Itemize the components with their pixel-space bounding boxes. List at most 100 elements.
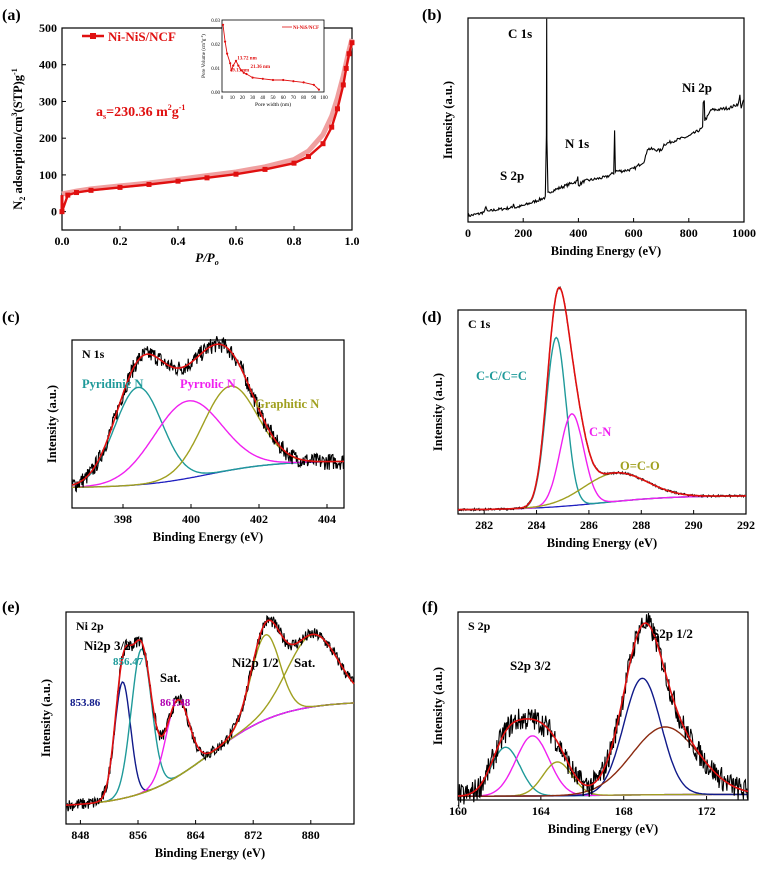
y-label-sub: 2 — [18, 197, 27, 201]
x-tick-label: 160 — [449, 804, 467, 818]
peak-label: 856.47 — [113, 656, 144, 668]
inset-point — [221, 23, 225, 26]
x-tick-label: 290 — [685, 518, 703, 532]
x-label-sub: o — [215, 258, 219, 267]
x-tick-label: 284 — [528, 518, 546, 532]
peak-label: Sat. — [160, 671, 181, 685]
x-tick-label: 288 — [632, 518, 650, 532]
inset-x-tick-label: 80 — [301, 96, 307, 101]
x-tick-label: 880 — [302, 828, 320, 842]
data-point — [335, 106, 340, 112]
component-peak — [72, 400, 345, 488]
inset-point — [251, 76, 254, 79]
peak-label: S 2p — [500, 168, 524, 183]
inset-x-tick-label: 40 — [260, 96, 266, 101]
panel-label: (b) — [422, 7, 442, 24]
inset-pore-label: 21.36 nm — [251, 65, 271, 70]
inset-x-tick-label: 0 — [221, 96, 224, 101]
peak-label: C 1s — [508, 26, 532, 41]
inset-x-tick-label: 60 — [281, 96, 287, 101]
fitted-envelope — [457, 622, 749, 797]
x-tick-label: 864 — [187, 828, 205, 842]
y-axis-label: Intensity (a.u.) — [431, 667, 445, 745]
inset-point — [242, 71, 245, 74]
inset-point — [302, 81, 305, 84]
plot-frame — [467, 17, 745, 223]
peak-label: Pyrrolic N — [180, 377, 236, 391]
inset-point — [317, 88, 320, 91]
inset-x-tick-label: 20 — [240, 96, 246, 101]
x-tick-label: 872 — [244, 828, 262, 842]
peak-label: S2p 3/2 — [510, 658, 551, 673]
inset-point — [234, 59, 238, 62]
fitted-envelope — [458, 286, 746, 511]
x-tick-label: 172 — [698, 804, 716, 818]
inset-y-tick-label: 0.02 — [211, 43, 220, 48]
y-tick-label: 500 — [39, 21, 57, 35]
survey-spectrum — [467, 18, 745, 218]
panel-label: (c) — [2, 309, 20, 326]
x-axis-label: Binding Energy (eV) — [547, 536, 657, 550]
x-tick-label: 400 — [182, 512, 200, 526]
x-tick-label: 0 — [465, 226, 471, 240]
plot-frame — [65, 611, 355, 825]
fitted-envelope — [66, 619, 355, 806]
data-point — [320, 141, 326, 147]
x-tick-label: 0.8 — [287, 234, 302, 248]
data-point — [346, 51, 352, 57]
y-tick-label: 0 — [51, 205, 57, 219]
baseline-line — [71, 460, 345, 489]
x-label-main: P/P — [195, 250, 216, 265]
inset-point — [245, 72, 248, 76]
y-axis-label: N2 adsorption/cm3(STP)g-1 — [10, 68, 27, 209]
data-point — [349, 40, 355, 46]
plot-frame — [61, 27, 353, 231]
y-label-part: (STP)g — [11, 74, 25, 112]
inset-x-tick-label: 90 — [311, 96, 317, 101]
y-axis-label: Intensity (a.u.) — [39, 679, 53, 757]
x-tick-label: 200 — [514, 226, 532, 240]
inset-y-part: g — [202, 38, 207, 41]
panel-label: (f) — [422, 599, 438, 616]
inset-point — [226, 52, 229, 55]
peak-label: C-N — [589, 425, 611, 439]
x-tick-label: 0.6 — [229, 234, 244, 248]
peak-label: O=C-O — [620, 459, 660, 473]
annotation-part: g — [172, 105, 179, 120]
data-point — [306, 154, 311, 160]
peak-label: Graphitic N — [255, 397, 319, 411]
peak-label: S2p 1/2 — [652, 626, 693, 641]
x-tick-label: 398 — [114, 512, 132, 526]
x-tick-label: 600 — [625, 226, 643, 240]
x-tick-label: 400 — [569, 226, 587, 240]
y-axis-label: Intensity (a.u.) — [441, 81, 455, 159]
x-tick-label: 0.4 — [171, 234, 186, 248]
y-label-part: adsorption/cm — [11, 116, 25, 197]
y-label-part: N — [11, 201, 25, 210]
panel-title: C 1s — [468, 317, 491, 331]
data-point — [343, 65, 349, 71]
inset-x-tick-label: 100 — [320, 96, 328, 101]
chart-panel-b: (b) 0 200 400 600 800 1000 Binding Energy (eV) I… — [422, 7, 756, 258]
inset-x-tick-label: 50 — [271, 96, 277, 101]
x-axis-label: Binding Energy (eV) — [551, 244, 661, 258]
x-tick-label: 164 — [532, 804, 550, 818]
peak-label: N 1s — [565, 136, 589, 151]
plot-frame — [457, 309, 747, 515]
component-peak — [66, 648, 355, 806]
inset-y-tick-label: 0.01 — [211, 67, 220, 72]
data-point — [340, 82, 346, 88]
inset-point — [229, 62, 232, 65]
peak-label: Ni2p 1/2 — [232, 655, 279, 670]
inset-y-part: ) — [202, 34, 207, 36]
raw-spectrum — [71, 336, 345, 493]
inset-point — [237, 64, 240, 67]
data-point — [88, 187, 94, 193]
y-label-sup: 3 — [10, 112, 19, 116]
panel-label: (e) — [2, 599, 20, 616]
inset-y-tick-label: 0.00 — [211, 91, 220, 96]
panel-label: (a) — [2, 7, 21, 24]
chart-panel-e: (e) 848 856 864 872 880 Binding Energy (eV) Int… — [2, 599, 355, 860]
x-tick-label: 856 — [129, 828, 147, 842]
x-axis-label: Binding Energy (eV) — [153, 530, 263, 544]
